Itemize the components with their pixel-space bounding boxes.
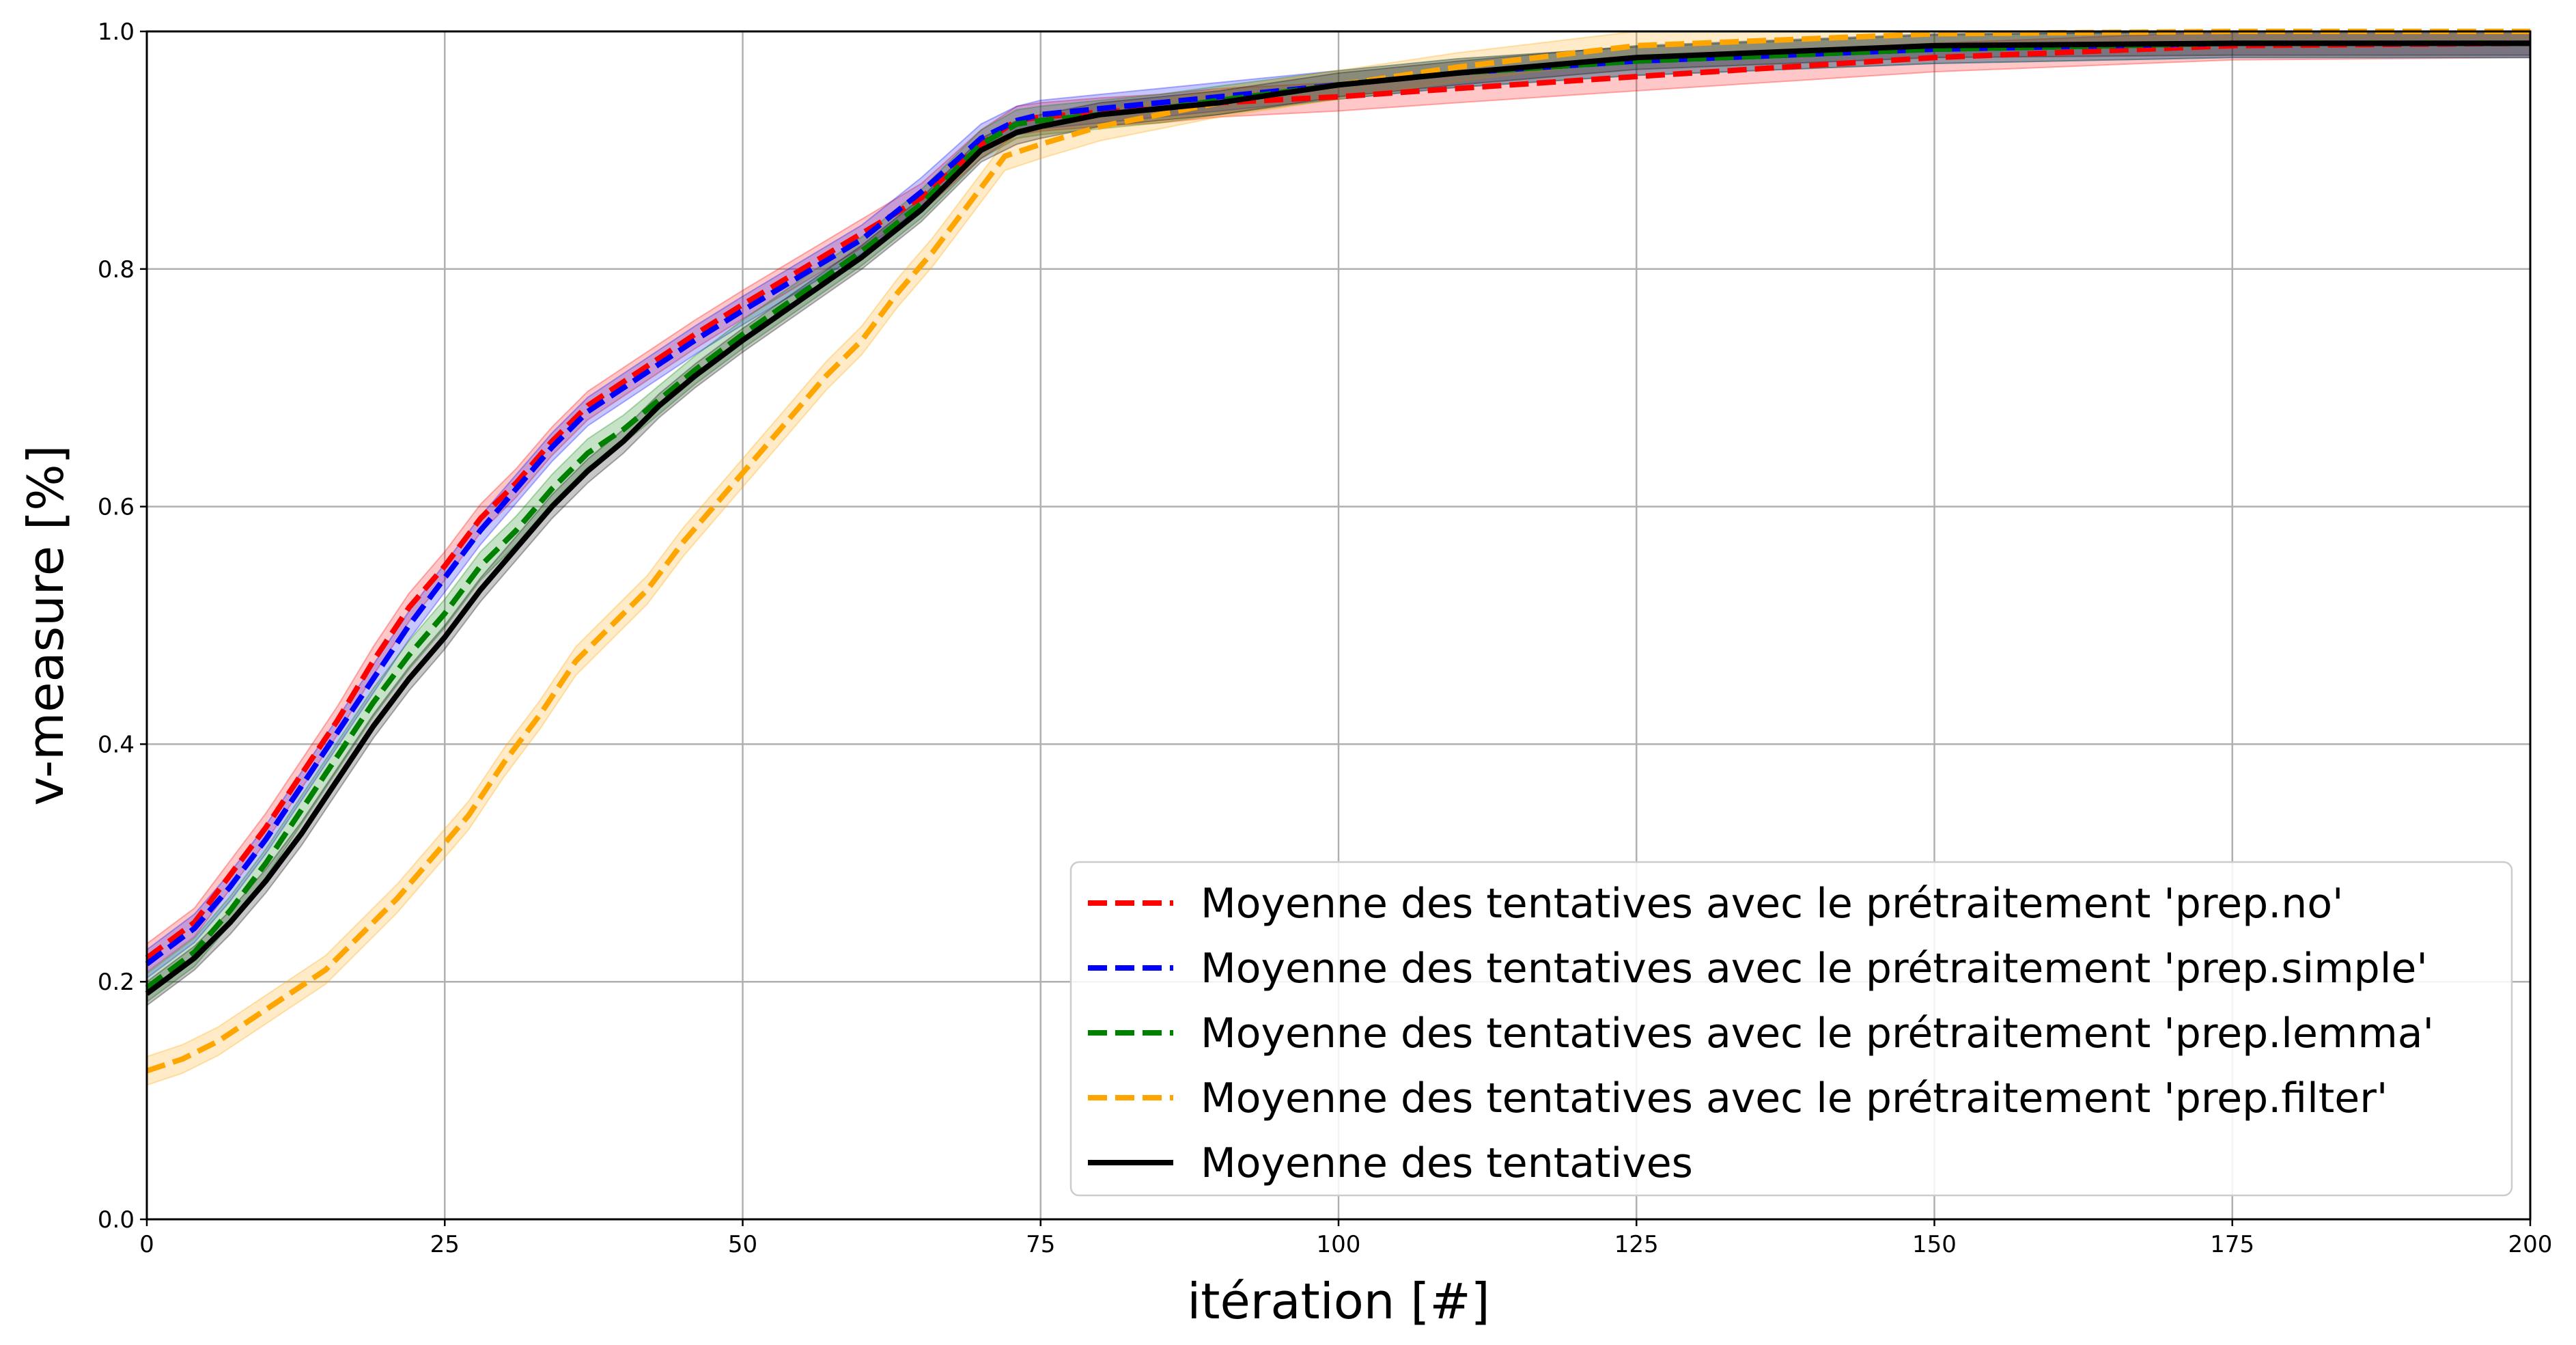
axis-ticks: 0 25 50 75 100 125 150 175 200 0.0 0.2 0.4 0.6 0.8 1.0	[98, 18, 2553, 1258]
x-tick-label: 100	[1317, 1231, 1361, 1258]
x-tick-label: 0	[139, 1231, 154, 1258]
x-axis-title: itération [#]	[1187, 1273, 1490, 1330]
x-tick-label: 50	[728, 1231, 757, 1258]
x-tick-label: 175	[2210, 1231, 2254, 1258]
x-tick-label: 25	[430, 1231, 460, 1258]
legend: Moyenne des tentatives avec le prétraite…	[1069, 861, 2513, 1197]
y-tick-label: 0.2	[98, 969, 135, 996]
x-tick-label: 200	[2508, 1231, 2553, 1258]
legend-label-0: Moyenne des tentatives avec le prétraite…	[1201, 880, 2344, 928]
legend-label-3: Moyenne des tentatives avec le prétraite…	[1201, 1074, 2388, 1122]
x-tick-label: 150	[1912, 1231, 1957, 1258]
series-lines	[145, 29, 2531, 1074]
y-tick-label: 0.6	[98, 494, 135, 521]
y-tick-label: 1.0	[98, 18, 135, 46]
y-tick-label: 0.0	[98, 1206, 135, 1234]
legend-label-1: Moyenne des tentatives avec le prétraite…	[1201, 945, 2428, 993]
x-tick-label: 75	[1026, 1231, 1055, 1258]
y-tick-label: 0.4	[98, 731, 135, 758]
y-axis-title: v-measure [%]	[17, 445, 74, 805]
x-tick-label: 125	[1614, 1231, 1659, 1258]
series-line-4	[145, 40, 2530, 996]
legend-label-4: Moyenne des tentatives	[1201, 1139, 1693, 1187]
legend-label-2: Moyenne des tentatives avec le prétraite…	[1201, 1010, 2434, 1057]
legend-box	[1069, 861, 2513, 1197]
series-line-0	[145, 40, 2531, 960]
y-tick-label: 0.8	[98, 256, 135, 283]
series-line-2	[145, 40, 2530, 990]
